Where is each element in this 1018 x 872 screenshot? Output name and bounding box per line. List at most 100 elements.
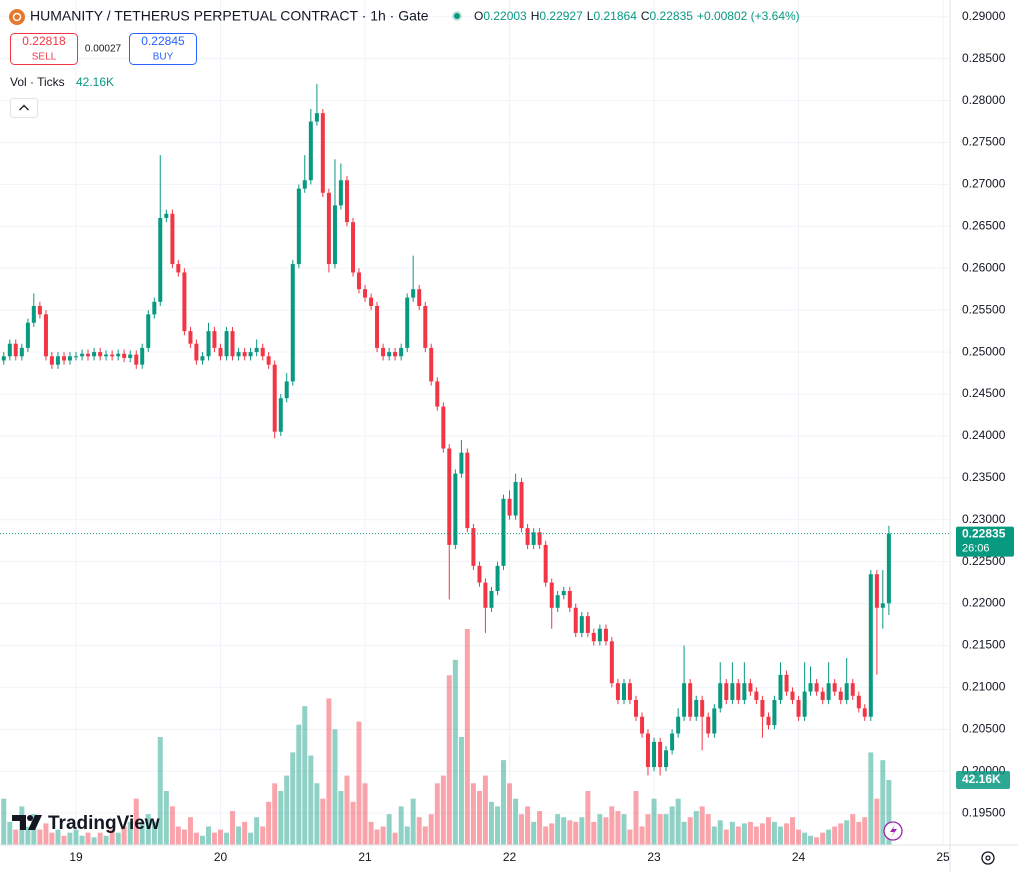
volume-bar bbox=[886, 779, 892, 845]
candle-body bbox=[730, 683, 735, 700]
volume-bar bbox=[747, 821, 753, 845]
y-tick-label: 0.19500 bbox=[962, 805, 1006, 819]
candle-body bbox=[555, 595, 560, 608]
volume-bar bbox=[850, 814, 856, 845]
candle-body bbox=[652, 741, 657, 768]
ohlc-value: 0.22003 bbox=[483, 9, 527, 23]
candle-body bbox=[585, 616, 590, 633]
y-tick-label: 0.21500 bbox=[962, 638, 1006, 652]
volume-bar bbox=[645, 814, 651, 845]
candle-body bbox=[19, 347, 24, 357]
volume-bar bbox=[681, 821, 687, 845]
y-tick-label: 0.28500 bbox=[962, 51, 1006, 65]
volume-bar bbox=[242, 821, 248, 845]
candle-body bbox=[814, 683, 819, 692]
volume-bar bbox=[91, 837, 97, 845]
volume-bar bbox=[597, 814, 603, 845]
y-tick-label: 0.28000 bbox=[962, 93, 1006, 107]
volume-bar bbox=[675, 798, 681, 845]
candle-body bbox=[513, 482, 518, 516]
candle-body bbox=[55, 356, 60, 365]
volume-bar bbox=[651, 798, 657, 845]
candle-body bbox=[74, 356, 79, 358]
candle-body bbox=[260, 347, 265, 357]
volume-bar bbox=[838, 823, 844, 845]
candle-body bbox=[483, 582, 488, 608]
volume-bar bbox=[386, 814, 392, 845]
candle-body bbox=[140, 347, 145, 365]
volume-bar bbox=[338, 791, 344, 845]
settings-button[interactable] bbox=[981, 851, 995, 865]
candle-body bbox=[688, 683, 693, 717]
logo-part bbox=[27, 815, 33, 821]
candle-body bbox=[182, 272, 187, 332]
candle-body bbox=[796, 699, 801, 717]
candle-body bbox=[694, 699, 699, 717]
volume-bar bbox=[507, 783, 513, 845]
volume-bar bbox=[272, 783, 278, 845]
y-tick-label: 0.25000 bbox=[962, 344, 1006, 358]
candle-body bbox=[790, 691, 795, 700]
volume-bar bbox=[193, 832, 199, 845]
candle-body bbox=[423, 305, 428, 348]
volume-bar bbox=[145, 814, 151, 845]
spread: 0.00027 bbox=[85, 44, 122, 55]
candle-body bbox=[627, 683, 632, 700]
volume-bar bbox=[434, 783, 440, 845]
candle-body bbox=[501, 498, 506, 566]
candle-body bbox=[62, 356, 67, 361]
volume-bar bbox=[705, 814, 711, 845]
volume-title: Vol · Ticks bbox=[10, 75, 65, 89]
alert-icon bbox=[890, 825, 897, 837]
volume-tag bbox=[956, 770, 1010, 789]
symbol-icon bbox=[9, 9, 25, 25]
candle-body bbox=[645, 733, 650, 768]
y-tick-label: 0.23500 bbox=[962, 470, 1006, 484]
y-tick-label: 0.25500 bbox=[962, 302, 1006, 316]
candle-body bbox=[284, 381, 289, 399]
volume-bar bbox=[103, 835, 109, 845]
candle-body bbox=[381, 347, 386, 357]
collapse-button[interactable] bbox=[10, 98, 38, 118]
volume-bar bbox=[139, 821, 145, 845]
volume-bar bbox=[555, 814, 561, 845]
settings-icon bbox=[985, 855, 991, 861]
volume-bar bbox=[266, 801, 272, 845]
candle-body bbox=[832, 683, 837, 692]
price-tag-value: 0.22835 bbox=[962, 527, 1006, 541]
volume-bar bbox=[248, 832, 254, 845]
volume-bar bbox=[802, 832, 808, 845]
candle-body bbox=[778, 674, 783, 700]
volume-bar bbox=[356, 721, 362, 845]
change: +0.00802 (+3.64%) bbox=[697, 9, 800, 23]
candle-body bbox=[489, 590, 494, 608]
candle-body bbox=[537, 532, 542, 545]
volume-bar bbox=[500, 760, 506, 845]
y-tick-label: 0.22500 bbox=[962, 554, 1006, 568]
volume-bar bbox=[55, 829, 61, 845]
volume-bar bbox=[488, 801, 494, 845]
volume-bar bbox=[759, 823, 765, 845]
candle-body bbox=[146, 314, 151, 348]
candle-body bbox=[519, 482, 524, 529]
candle-body bbox=[573, 607, 578, 633]
volume-bar bbox=[513, 798, 519, 845]
volume-bar bbox=[302, 706, 308, 845]
volume-bar bbox=[404, 826, 410, 845]
candle-body bbox=[417, 289, 422, 306]
candle-body bbox=[13, 343, 18, 357]
sell-label: SELL bbox=[32, 52, 57, 63]
volume-bar bbox=[633, 791, 639, 845]
candle-body bbox=[7, 343, 12, 357]
volume-bar bbox=[753, 826, 759, 845]
buy-button[interactable] bbox=[129, 33, 197, 65]
candle-body bbox=[549, 582, 554, 608]
header: HUMANITY / TETHERUS PERPETUAL CONTRACT ·… bbox=[9, 8, 800, 118]
candle-body bbox=[609, 641, 614, 684]
watermark: TradingView bbox=[12, 813, 160, 834]
candle-body bbox=[164, 213, 169, 218]
sell-button[interactable] bbox=[10, 33, 78, 65]
logo-part bbox=[28, 815, 42, 830]
volume-bar bbox=[67, 832, 73, 845]
